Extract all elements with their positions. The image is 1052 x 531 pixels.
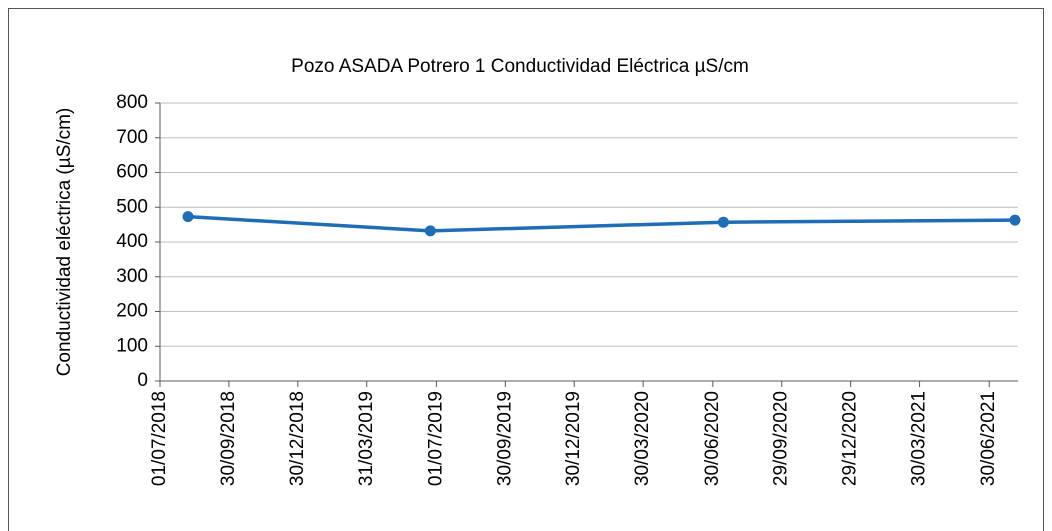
x-tick-label: 31/03/2019 <box>356 391 377 486</box>
chart-frame <box>8 8 1044 531</box>
chart-title: Pozo ASADA Potrero 1 Conductividad Eléct… <box>291 56 749 77</box>
y-axis-label: Conductividad eléctrica (µS/cm) <box>54 108 75 377</box>
x-tick-label: 30/12/2018 <box>287 391 308 486</box>
x-tick-label: 30/09/2018 <box>218 391 239 486</box>
y-tick-label: 400 <box>116 231 148 252</box>
x-tick-label: 30/12/2019 <box>563 391 584 486</box>
y-tick-label: 700 <box>116 127 148 148</box>
x-tick-label: 30/03/2021 <box>909 391 930 486</box>
y-tick-label: 500 <box>116 196 148 217</box>
x-tick-label: 29/09/2020 <box>771 391 792 486</box>
x-tick-label: 30/06/2020 <box>702 391 723 486</box>
y-tick-label: 300 <box>116 266 148 287</box>
data-point <box>717 216 729 228</box>
x-tick-label: 01/07/2019 <box>425 391 446 486</box>
x-tick-label: 01/07/2018 <box>149 391 170 486</box>
y-tick-label: 600 <box>116 162 148 183</box>
y-tick-label: 100 <box>116 335 148 356</box>
x-tick-label: 30/06/2021 <box>978 391 999 486</box>
y-tick-label: 200 <box>116 301 148 322</box>
x-tick-label: 30/09/2019 <box>494 391 515 486</box>
x-tick-label: 29/12/2020 <box>840 391 861 486</box>
series-line <box>187 214 1015 233</box>
y-tick-label: 0 <box>137 370 148 391</box>
data-point <box>1009 214 1021 226</box>
data-point <box>424 225 436 237</box>
data-point <box>182 211 194 223</box>
y-tick-label: 800 <box>116 92 148 113</box>
x-tick-label: 30/03/2020 <box>632 391 653 486</box>
